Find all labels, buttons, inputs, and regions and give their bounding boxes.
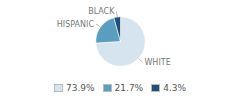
html-text:21.7%: 21.7% xyxy=(114,83,144,93)
svg-text:HISPANIC: HISPANIC xyxy=(57,20,95,29)
svg-text:WHITE: WHITE xyxy=(144,58,170,67)
html-text:73.9%: 73.9% xyxy=(66,83,95,93)
svg-text:BLACK: BLACK xyxy=(88,7,115,16)
html-text:4.3%: 4.3% xyxy=(163,83,186,93)
